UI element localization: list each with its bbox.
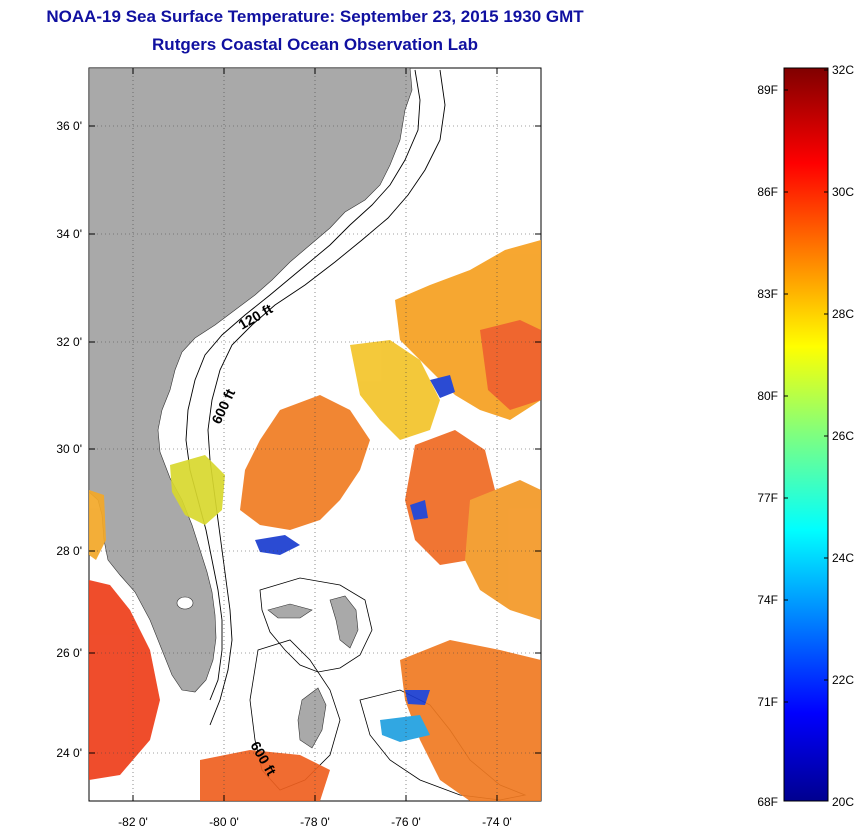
map-tick-marks (89, 68, 541, 801)
lat-label: 30 0' (56, 442, 82, 456)
longitude-labels: -82 0' -80 0' -78 0' -76 0' -74 0' (118, 815, 512, 829)
colorbar-ticks (784, 69, 828, 802)
sst-patch-west-edge (89, 490, 106, 560)
cb-f-label: 89F (757, 83, 778, 97)
sst-data-layer (89, 240, 541, 801)
latitude-labels: 36 0' 34 0' 32 0' 30 0' 28 0' 26 0' 24 0… (56, 119, 82, 760)
lon-label: -82 0' (118, 815, 148, 829)
lat-label: 32 0' (56, 335, 82, 349)
sst-patch-keys (89, 580, 160, 780)
lon-label: -76 0' (391, 815, 421, 829)
map-title: NOAA-19 Sea Surface Temperature: Septemb… (46, 7, 584, 26)
sst-patch-central (240, 395, 370, 530)
cb-c-label: 28C (832, 307, 854, 321)
colorbar (783, 67, 829, 802)
sst-cold-edge-3 (405, 690, 430, 705)
sst-patch-center-yellow (350, 340, 440, 440)
sst-cold-edge-1 (255, 535, 300, 555)
contour-120ft (185, 69, 421, 701)
cb-c-label: 30C (832, 185, 854, 199)
cb-f-label: 80F (757, 389, 778, 403)
cb-c-label: 32C (832, 63, 854, 77)
lat-label: 36 0' (56, 119, 82, 133)
land-bahamas-abaco (329, 595, 359, 649)
cb-f-label: 68F (757, 795, 778, 809)
sst-cold-edge-2 (430, 375, 455, 398)
colorbar-celsius-labels: 32C 30C 28C 26C 24C 22C 20C (832, 63, 854, 809)
lon-label: -78 0' (300, 815, 330, 829)
lake-okeechobee (176, 596, 194, 610)
contour-bahamas-bank (259, 577, 373, 673)
land-bahamas-grand (267, 603, 313, 619)
cb-c-label: 20C (832, 795, 854, 809)
sst-patch-east (465, 480, 541, 620)
cb-c-label: 24C (832, 551, 854, 565)
sst-patch-south (200, 750, 330, 801)
cb-f-label: 86F (757, 185, 778, 199)
land-us-mainland (89, 68, 413, 693)
contour-600ft (207, 69, 446, 726)
cb-c-label: 22C (832, 673, 854, 687)
lat-label: 28 0' (56, 544, 82, 558)
land-bahamas-andros (297, 687, 327, 749)
cb-f-label: 71F (757, 695, 778, 709)
sst-patch-florida-coast (170, 455, 225, 525)
map-grid (89, 68, 541, 801)
cb-f-label: 74F (757, 593, 778, 607)
cb-f-label: 77F (757, 491, 778, 505)
map-subtitle: Rutgers Coastal Ocean Observation Lab (152, 35, 478, 54)
cb-c-label: 26C (832, 429, 854, 443)
lon-label: -80 0' (209, 815, 239, 829)
sst-cold-edge-4 (380, 715, 430, 742)
lat-label: 24 0' (56, 746, 82, 760)
lon-label: -74 0' (482, 815, 512, 829)
sst-patch-ne-hot (480, 320, 541, 410)
lat-label: 26 0' (56, 646, 82, 660)
sst-patch-southeast (400, 640, 541, 801)
colorbar-fahrenheit-labels: 89F 86F 83F 80F 77F 74F 71F 68F (757, 83, 778, 809)
sst-cold-edge-5 (410, 500, 428, 520)
cb-f-label: 83F (757, 287, 778, 301)
lat-label: 34 0' (56, 227, 82, 241)
